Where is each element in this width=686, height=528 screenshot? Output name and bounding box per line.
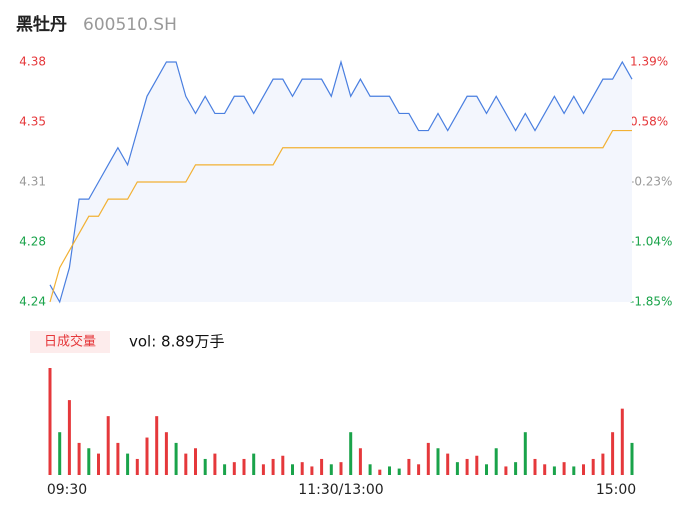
volume-total: vol: 8.89万手 <box>129 333 224 351</box>
y2-tick-label: -1.04% <box>630 235 672 249</box>
volume-bar <box>620 408 624 475</box>
volume-bar <box>310 466 314 475</box>
volume-tag: 日成交量 <box>44 334 96 350</box>
stock-code: 600510.SH <box>83 15 177 35</box>
x-tick-label: 11:30/13:00 <box>298 482 383 498</box>
volume-bar <box>281 455 285 475</box>
volume-bar <box>213 453 217 475</box>
y-tick-label: 4.31 <box>19 175 46 189</box>
volume-bar <box>184 453 188 475</box>
volume-bar <box>397 468 401 475</box>
volume-bar <box>465 458 469 475</box>
volume-bar <box>194 448 197 475</box>
volume-bar <box>446 453 450 475</box>
y2-tick-label: -1.85% <box>630 295 672 309</box>
volume-bar <box>611 432 615 475</box>
volume-bar <box>232 462 236 475</box>
volume-bar <box>329 464 333 475</box>
volume-bar <box>77 442 81 475</box>
volume-tag-bg <box>30 331 110 353</box>
volume-bar <box>533 458 537 475</box>
volume-bar <box>339 462 343 475</box>
volume-bar <box>552 466 556 475</box>
volume-bar <box>58 432 62 475</box>
volume-bar <box>601 453 605 475</box>
volume-bar <box>562 462 566 475</box>
volume-bar <box>378 469 382 475</box>
volume-bar <box>271 458 275 475</box>
volume-bar <box>242 458 246 475</box>
volume-bar <box>368 464 372 475</box>
volume-bar <box>155 416 159 475</box>
volume-bar <box>203 458 207 475</box>
volume-bar <box>436 448 440 475</box>
volume-bar <box>97 453 100 475</box>
volume-bar <box>475 455 479 475</box>
volume-bar <box>252 453 256 475</box>
y2-tick-label: -0.23% <box>630 175 672 189</box>
volume-bar <box>300 462 304 475</box>
volume-bar <box>514 462 518 475</box>
volume-bar <box>630 442 634 475</box>
volume-bar <box>523 432 527 475</box>
volume-bar <box>164 432 168 475</box>
volume-bar <box>572 466 576 475</box>
volume-bar <box>417 464 421 475</box>
volume-bar <box>87 448 91 475</box>
x-tick-label: 15:00 <box>596 482 636 498</box>
y-tick-label: 4.24 <box>19 295 46 309</box>
volume-bar <box>407 458 411 475</box>
volume-bar <box>174 442 178 475</box>
volume-bar <box>223 464 227 475</box>
volume-bar <box>494 448 498 475</box>
avg-line <box>49 129 632 303</box>
volume-bar <box>48 368 52 475</box>
volume-bar <box>261 464 265 475</box>
volume-bar <box>106 416 110 475</box>
volume-bar <box>145 437 149 475</box>
volume-bar <box>126 453 130 475</box>
y-tick-label: 4.35 <box>19 115 46 129</box>
volume-bar <box>67 400 71 475</box>
volume-bar <box>591 458 595 475</box>
volume-bar <box>349 432 353 475</box>
volume-bar <box>455 462 459 475</box>
price-line <box>49 59 633 304</box>
volume-bar <box>485 464 488 475</box>
volume-bar <box>291 464 294 475</box>
y-tick-label: 4.38 <box>19 55 46 69</box>
stock-name: 黑牡丹 <box>16 14 67 35</box>
volume-bar <box>543 464 547 475</box>
y2-tick-label: 1.39% <box>630 55 668 69</box>
price-area <box>50 62 632 302</box>
volume-bar <box>426 442 430 475</box>
volume-bar <box>582 464 585 475</box>
y2-tick-label: 0.58% <box>630 115 668 129</box>
volume-bar <box>116 442 120 475</box>
volume-bar <box>504 466 508 475</box>
x-tick-label: 09:30 <box>47 482 87 498</box>
y-tick-label: 4.28 <box>19 235 46 249</box>
volume-bar <box>358 448 362 475</box>
volume-bar <box>135 458 139 475</box>
volume-bar <box>388 466 391 475</box>
volume-bar <box>320 458 324 475</box>
